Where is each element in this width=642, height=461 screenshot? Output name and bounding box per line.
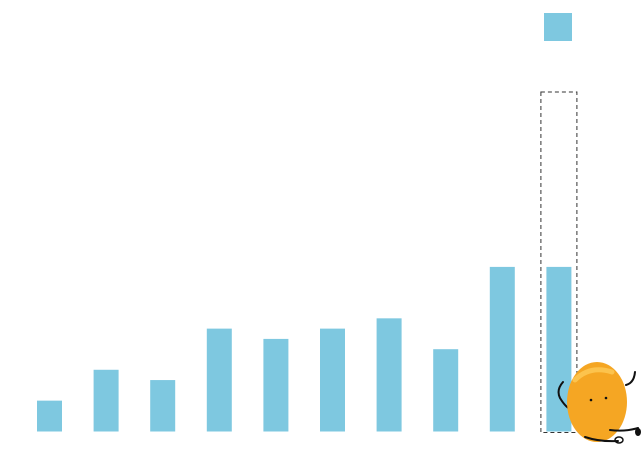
mascot-arm (625, 371, 636, 386)
bar (206, 328, 232, 432)
mascot-foot (635, 428, 641, 436)
mascot-leg (609, 427, 639, 432)
legend-swatch (544, 13, 572, 41)
bar (93, 369, 119, 432)
mascot (557, 362, 641, 444)
bar (150, 380, 176, 432)
mascot-foot (614, 436, 624, 444)
mascot-eye (604, 396, 608, 400)
mascot-eye (589, 398, 593, 402)
bars (37, 13, 578, 433)
bar (37, 400, 62, 432)
bar (320, 328, 345, 432)
bar (376, 318, 402, 432)
bar (263, 338, 289, 432)
mascot-shine (572, 367, 615, 383)
highlight-box (540, 91, 578, 433)
bar (433, 349, 459, 432)
bar (489, 266, 515, 432)
mascot-body (567, 362, 627, 442)
